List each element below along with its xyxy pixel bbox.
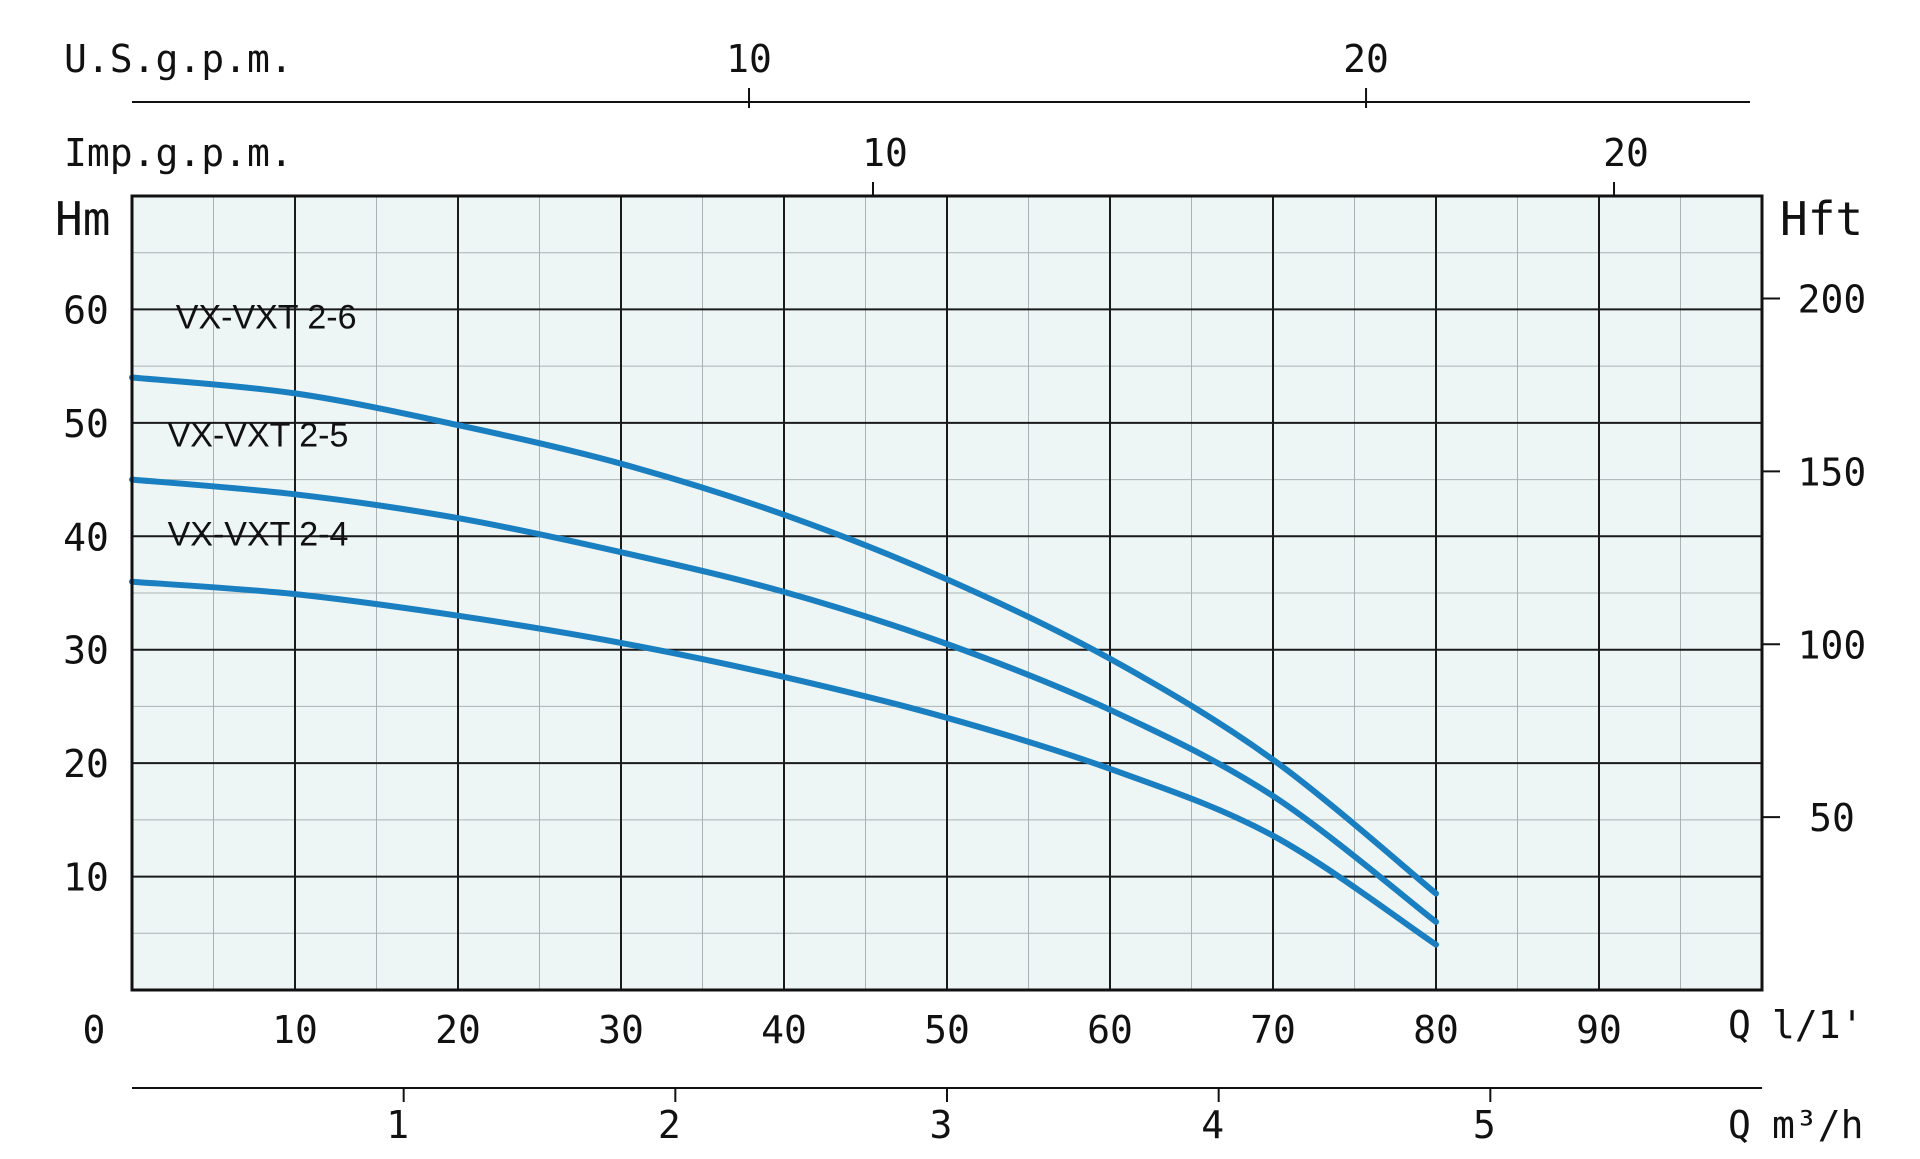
y-left-tick-label: 60 (63, 288, 109, 332)
y-left-tick-label: 10 (63, 856, 109, 900)
x-tick-label: 20 (435, 1008, 481, 1052)
y-right-tick-label: 200 (1798, 278, 1867, 322)
series-layer: VX-VXT 2-6 VX-VXT 2-5 VX-VXT 2-4 (129, 299, 1439, 948)
x-tick-label: 60 (1087, 1008, 1133, 1052)
y-left-tick-label: 30 (63, 629, 109, 673)
y-right-tick-label: 50 (1809, 796, 1855, 840)
series-label: VX-VXT 2-4 (168, 515, 349, 553)
y-left-tick-label: 50 (63, 402, 109, 446)
x-tick-label: 70 (1250, 1008, 1296, 1052)
m3h-tick-label: 4 (1201, 1103, 1224, 1147)
usgpm-tick-label: 10 (726, 37, 772, 81)
m3h-axis-unit: m³/h (1772, 1103, 1864, 1147)
x-origin-label: 0 (83, 1008, 106, 1052)
x-tick-label: 40 (761, 1008, 807, 1052)
y-left-axis-label: Hm (55, 192, 110, 246)
m3h-tick-label: 2 (658, 1103, 681, 1147)
y-left-ticks: 10 20 30 40 50 60 (63, 288, 109, 899)
x-tick-label: 10 (272, 1008, 318, 1052)
y-right-tick-label: 150 (1798, 450, 1867, 494)
x-tick-label: 90 (1576, 1008, 1622, 1052)
m3h-axis-symbol: Q (1728, 1103, 1751, 1147)
x-axis-unit: l/1' (1772, 1003, 1864, 1047)
major-grid (132, 196, 1762, 990)
m3h-axis: 1 2 3 4 5 (132, 1087, 1762, 1147)
impgpm-axis: Imp.g.p.m. 10 20 (64, 131, 1649, 196)
impgpm-tick-label: 20 (1603, 131, 1649, 175)
m3h-tick-label: 3 (930, 1103, 953, 1147)
usgpm-tick-label: 20 (1343, 37, 1389, 81)
usgpm-axis-label: U.S.g.p.m. (64, 37, 293, 81)
series-label: VX-VXT 2-5 (168, 417, 349, 455)
series-line (129, 374, 1439, 897)
impgpm-tick-label: 10 (862, 131, 908, 175)
x-axis-symbol: Q (1728, 1003, 1751, 1047)
x-tick-label: 30 (598, 1008, 644, 1052)
impgpm-axis-label: Imp.g.p.m. (64, 131, 293, 175)
m3h-tick-label: 1 (386, 1103, 409, 1147)
m3h-tick-label: 5 (1473, 1103, 1496, 1147)
series-line (129, 476, 1439, 925)
x-tick-label: 50 (924, 1008, 970, 1052)
series-line (129, 578, 1439, 948)
usgpm-axis: U.S.g.p.m. 10 20 (64, 37, 1750, 108)
plot-frame (130, 194, 1764, 992)
y-right-tick-label: 100 (1798, 623, 1867, 667)
x-ticks: 0 10 20 30 40 50 60 70 80 90 (83, 1008, 1622, 1052)
plot-border (130, 194, 1764, 992)
y-right-axis-label: Hft (1780, 192, 1863, 246)
y-left-tick-label: 20 (63, 742, 109, 786)
y-right-ticks: 50 100 150 200 (1762, 278, 1867, 840)
x-tick-label: 80 (1413, 1008, 1459, 1052)
y-left-tick-label: 40 (63, 515, 109, 559)
series-label: VX-VXT 2-6 (176, 299, 357, 337)
